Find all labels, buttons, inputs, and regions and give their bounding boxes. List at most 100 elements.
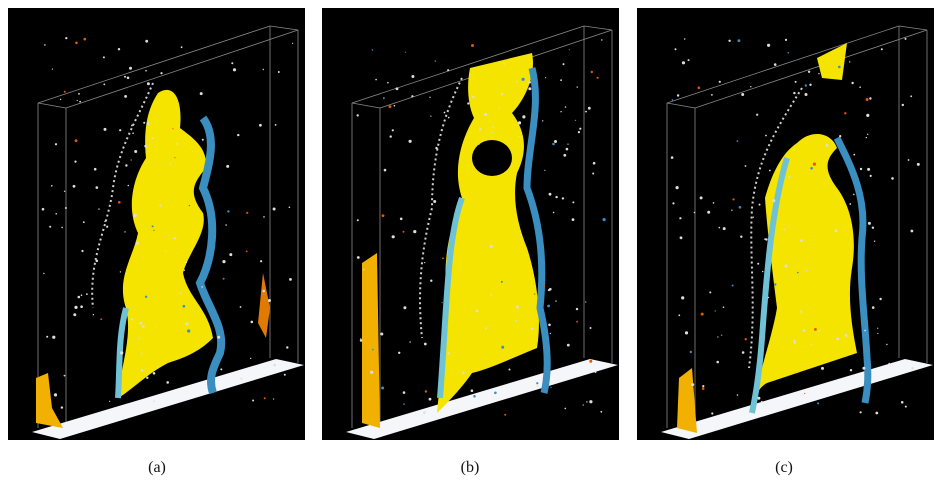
particle (566, 148, 569, 151)
particle (98, 208, 99, 209)
particle (120, 351, 123, 354)
particle (61, 406, 63, 408)
particle (737, 394, 739, 396)
particle (170, 163, 171, 164)
particle (389, 105, 392, 108)
particle (124, 231, 125, 232)
particle (555, 196, 557, 198)
particle (120, 271, 121, 272)
particle (515, 320, 517, 322)
particle (835, 229, 838, 232)
particle (794, 341, 797, 344)
particle (278, 71, 280, 73)
particle (233, 68, 236, 71)
particle (81, 250, 83, 252)
particle (902, 104, 904, 106)
particle (859, 86, 861, 88)
particle (259, 124, 262, 127)
particle (65, 207, 67, 209)
particle (732, 285, 734, 287)
particle (42, 208, 45, 211)
particle (490, 294, 491, 295)
particle (83, 221, 85, 223)
particle (601, 39, 602, 40)
particle (260, 260, 262, 262)
particle (793, 92, 795, 94)
particle (911, 230, 914, 233)
particle (737, 140, 739, 142)
particle (74, 306, 77, 309)
particle (756, 114, 758, 116)
particle (844, 112, 846, 114)
particle (430, 280, 432, 282)
particle (499, 108, 500, 109)
particle (52, 336, 55, 339)
particle (141, 353, 143, 355)
particle (719, 227, 721, 229)
particle (701, 313, 704, 316)
particle (430, 116, 431, 117)
particle (264, 397, 266, 399)
particle (853, 154, 855, 156)
particle (240, 306, 242, 308)
particle (136, 242, 139, 245)
particle (262, 290, 265, 293)
particle (93, 314, 94, 315)
particle (717, 336, 718, 337)
particle (400, 218, 403, 221)
particle (767, 44, 770, 47)
particle (424, 343, 427, 346)
particle (713, 202, 715, 204)
particle (145, 70, 147, 72)
particle (869, 97, 871, 99)
particle (226, 165, 229, 168)
particle (579, 128, 581, 130)
particle (874, 241, 875, 242)
particle (911, 367, 913, 369)
particle (881, 48, 883, 50)
particle (159, 205, 161, 207)
particle (694, 212, 696, 214)
particle (731, 210, 732, 211)
particle (808, 71, 810, 73)
particle (757, 263, 759, 265)
particle (795, 81, 797, 83)
particle (785, 39, 787, 41)
particle (504, 414, 506, 416)
particle (555, 300, 556, 301)
particle (774, 283, 776, 285)
particle (435, 147, 437, 149)
particle (785, 264, 788, 267)
particle (60, 99, 61, 100)
particle (473, 395, 476, 398)
particle (550, 333, 551, 334)
particle (387, 82, 389, 84)
particle (732, 198, 734, 200)
particle (675, 48, 677, 50)
particle (147, 82, 150, 85)
particle (672, 99, 674, 101)
particle (478, 144, 479, 145)
particle (567, 144, 568, 145)
particle (229, 253, 232, 256)
particle (403, 231, 405, 233)
particle (273, 364, 276, 367)
particle (390, 135, 392, 137)
particle (690, 351, 692, 353)
particle (862, 367, 865, 370)
particle (74, 161, 76, 163)
particle (165, 250, 166, 251)
particle (411, 95, 413, 97)
particle (867, 168, 870, 171)
particle (804, 393, 805, 394)
particle (543, 285, 545, 287)
particle (75, 42, 78, 45)
particle (433, 200, 436, 203)
particle (444, 112, 446, 114)
particle (80, 305, 83, 308)
particle (593, 162, 596, 165)
particle (603, 218, 606, 221)
particle (96, 186, 99, 189)
particle (592, 173, 594, 175)
particle (877, 328, 878, 329)
